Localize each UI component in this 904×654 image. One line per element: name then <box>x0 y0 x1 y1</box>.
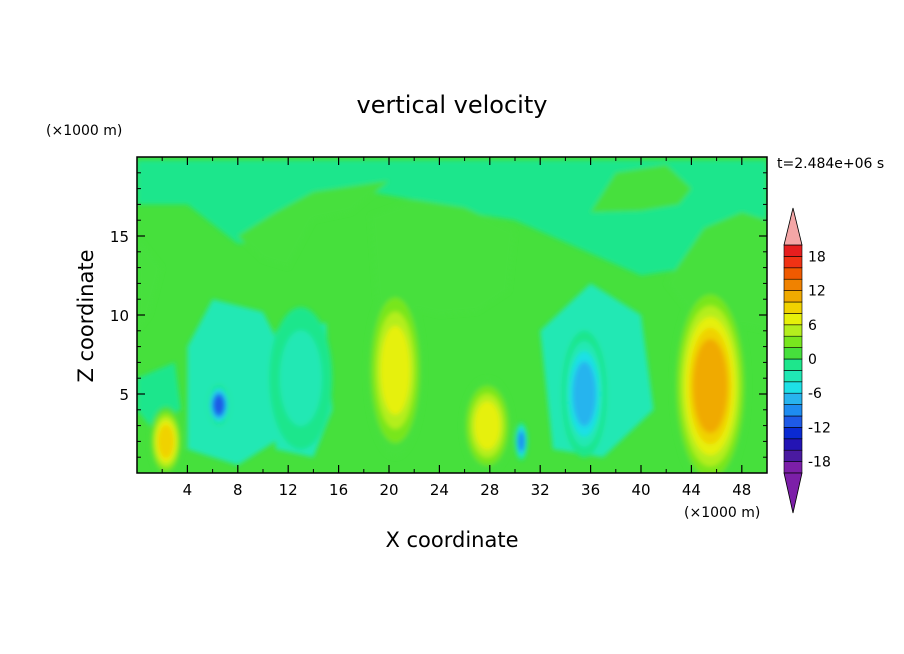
x-tick-label: 20 <box>379 481 398 499</box>
x-tick-label: 24 <box>430 481 449 499</box>
x-axis-ticks: 4 8 12 16 20 24 28 32 36 40 44 48 <box>161 157 751 499</box>
colorbar-overflow-high <box>783 207 803 246</box>
y-axis-ticks: 5 10 15 <box>110 172 767 458</box>
field-feature <box>515 422 528 461</box>
colorbar-swatch <box>783 461 803 474</box>
colorbar-swatch <box>783 381 803 394</box>
colorbar-label: -6 <box>808 386 822 402</box>
colorbar-swatch <box>783 370 803 383</box>
x-tick-label: 48 <box>732 481 751 499</box>
colorbar-label: 18 <box>808 249 826 265</box>
x-tick-label: 4 <box>183 481 193 499</box>
field-upper-plume-b <box>590 164 692 213</box>
chart-title: vertical velocity <box>357 91 548 119</box>
colorbar-swatch <box>783 404 803 417</box>
x-tick-label: 12 <box>279 481 298 499</box>
feature-level <box>213 395 225 415</box>
field-blobs <box>137 160 767 473</box>
y-tick-label: 10 <box>110 307 129 325</box>
field-feature <box>269 307 333 450</box>
feature-level <box>572 361 596 427</box>
feature-level <box>158 424 174 459</box>
colorbar-swatch <box>783 335 803 348</box>
colorbar-swatch <box>783 392 803 405</box>
x-tick-label: 44 <box>682 481 701 499</box>
colorbar-label: -12 <box>808 420 831 436</box>
x-tick-label: 40 <box>631 481 650 499</box>
colorbar-swatch <box>783 290 803 303</box>
x-axis-label: X coordinate <box>385 528 518 552</box>
time-label: t=2.484e+06 s <box>777 156 884 172</box>
colorbar-swatch <box>783 256 803 269</box>
colorbar-swatch <box>783 358 803 371</box>
colorbar-swatch <box>783 415 803 428</box>
colorbar-label: 12 <box>808 284 826 300</box>
feature-level <box>380 325 411 415</box>
colorbar: 18 12 6 0 -6 -12 -18 <box>783 207 831 514</box>
colorbar-swatch <box>783 313 803 326</box>
feature-level <box>692 339 728 434</box>
y-tick-label: 15 <box>110 228 129 246</box>
y-unit-label: (×1000 m) <box>46 123 122 139</box>
colorbar-label: 6 <box>808 318 817 334</box>
field-feature <box>561 330 607 458</box>
field-feature <box>672 283 749 473</box>
colorbar-swatch <box>783 347 803 360</box>
y-axis-label: Z coordinate <box>74 249 98 382</box>
field-upper-plume-a <box>237 180 389 268</box>
colorbar-label: -18 <box>808 455 831 471</box>
x-tick-label: 8 <box>233 481 243 499</box>
x-tick-label: 16 <box>329 481 348 499</box>
feature-level <box>279 330 323 427</box>
x-tick-label: 36 <box>581 481 600 499</box>
field-feature <box>207 384 231 426</box>
field-feature <box>462 378 513 473</box>
x-tick-label: 28 <box>480 481 499 499</box>
field-feature <box>366 283 425 458</box>
field-feature <box>149 406 183 473</box>
field-negative-col-a <box>187 299 289 466</box>
feature-level <box>474 401 501 450</box>
x-tick-label: 32 <box>531 481 550 499</box>
colorbar-swatch <box>783 449 803 462</box>
colorbar-swatch <box>783 267 803 280</box>
colorbar-swatch <box>783 427 803 440</box>
y-tick-label: 5 <box>119 386 129 404</box>
contour-field <box>137 157 767 473</box>
field-upper-plume-c <box>370 199 515 315</box>
colorbar-swatch <box>783 244 803 257</box>
x-unit-label: (×1000 m) <box>684 505 760 521</box>
colorbar-swatch <box>783 438 803 451</box>
colorbar-swatch <box>783 324 803 337</box>
field-left-plume <box>137 236 163 331</box>
feature-level <box>518 432 525 451</box>
colorbar-swatch <box>783 278 803 291</box>
colorbar-overflow-low <box>783 472 803 514</box>
colorbar-swatch <box>783 301 803 314</box>
colorbar-label: 0 <box>808 352 817 368</box>
